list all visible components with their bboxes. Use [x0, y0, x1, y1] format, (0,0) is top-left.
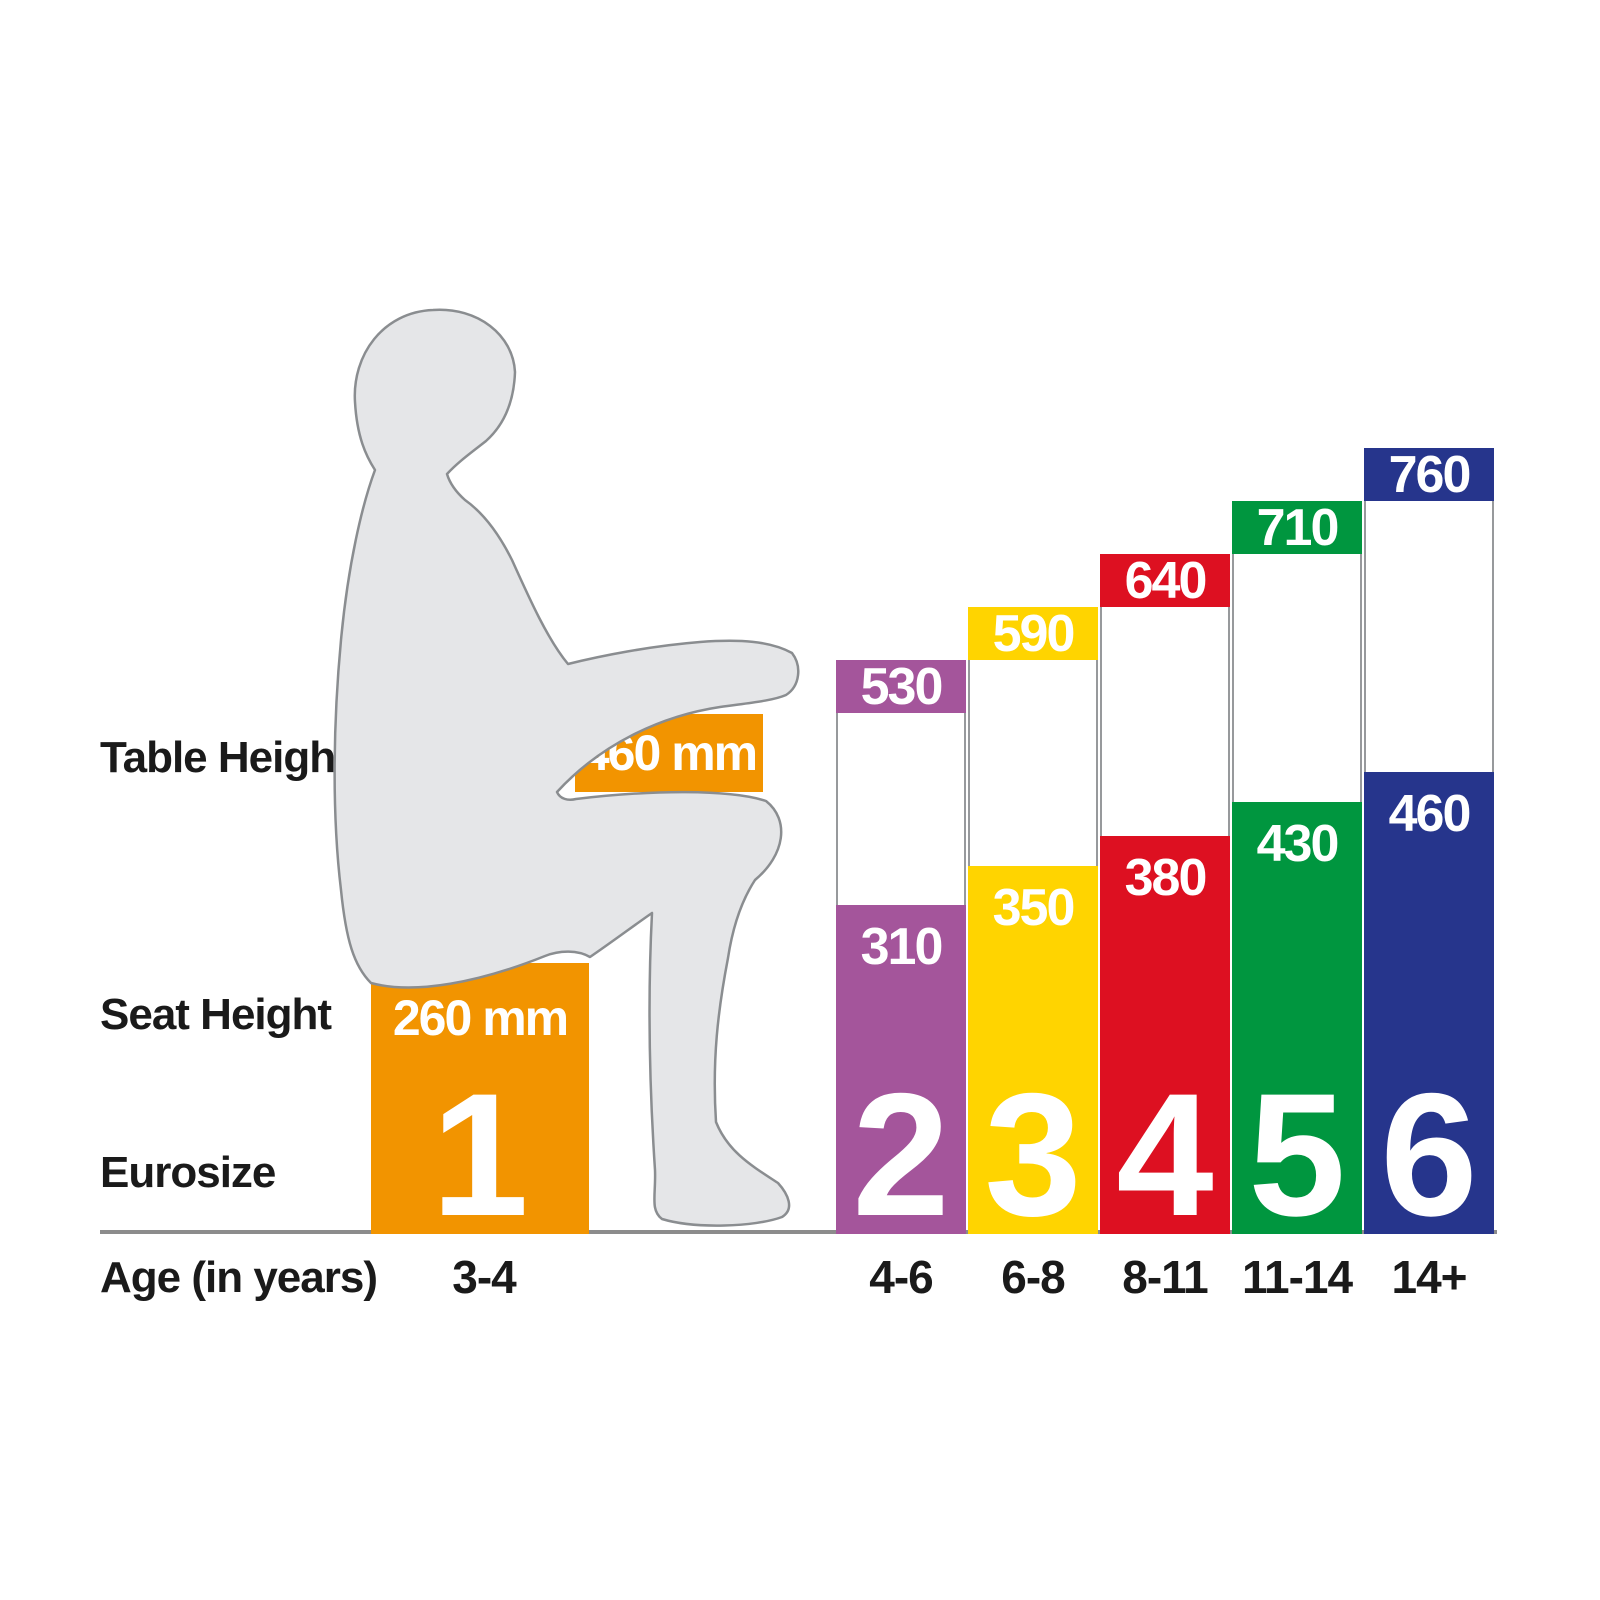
- table-height-band: 640: [1100, 552, 1230, 610]
- eurosize-number: 3: [984, 1057, 1082, 1253]
- seat-height-block: 460 6: [1364, 772, 1494, 1253]
- table-height-label: Table Height: [100, 733, 350, 782]
- seat-height-value: 310: [860, 918, 944, 976]
- age-value: 11-14: [1241, 1251, 1353, 1303]
- reference-table-height-value: 460 mm: [581, 725, 758, 781]
- floor-baseline: [100, 1230, 1497, 1234]
- bar-gap: [968, 660, 1098, 866]
- eurosize-bar-6: 760 460 6: [1364, 446, 1494, 1253]
- age-value: 6-8: [1001, 1251, 1065, 1303]
- reference-eurosize-number: 1: [431, 1057, 529, 1253]
- table-height-value: 760: [1388, 445, 1472, 504]
- table-height-band: 590: [968, 605, 1098, 663]
- seat-height-value: 350: [992, 879, 1076, 937]
- table-height-value: 530: [860, 657, 944, 716]
- seat-height-value: 460: [1388, 785, 1472, 843]
- bar-gap: [1232, 554, 1362, 802]
- reference-seat-block: 260 mm 1: [371, 963, 589, 1253]
- table-height-band: 530: [836, 658, 966, 716]
- eurosize-number: 5: [1248, 1057, 1346, 1253]
- eurosize-label: Eurosize: [100, 1148, 276, 1197]
- age-value: 14+: [1391, 1251, 1467, 1303]
- bar-gap: [1364, 501, 1494, 772]
- reference-seat-height-value: 260 mm: [392, 990, 569, 1046]
- eurosize-number: 4: [1116, 1057, 1214, 1253]
- table-height-value: 590: [992, 604, 1076, 663]
- eurosize-number: 2: [852, 1057, 950, 1253]
- age-value: 3-4: [452, 1251, 516, 1303]
- eurosize-number: 6: [1380, 1057, 1478, 1253]
- reference-table-height-box: 460 mm: [575, 714, 763, 792]
- eurosize-bar-3: 590 350 3: [968, 605, 1098, 1253]
- seat-height-label: Seat Height: [100, 990, 332, 1039]
- age-label: Age (in years): [100, 1253, 378, 1302]
- seat-height-block: 350 3: [968, 866, 1098, 1253]
- bar-gap: [1100, 607, 1230, 836]
- seat-height-value: 380: [1124, 849, 1208, 907]
- seat-height-block: 310 2: [836, 905, 966, 1253]
- bar-gap: [836, 713, 966, 905]
- eurosize-bar-2: 530 310 2: [836, 658, 966, 1253]
- eurosize-bar-4: 640 380 4: [1100, 552, 1230, 1253]
- seat-height-value: 430: [1256, 815, 1340, 873]
- age-value: 8-11: [1122, 1251, 1209, 1303]
- seat-height-block: 430 5: [1232, 802, 1362, 1253]
- table-height-band: 760: [1364, 446, 1494, 504]
- table-height-band: 710: [1232, 499, 1362, 557]
- table-height-value: 710: [1256, 498, 1340, 557]
- age-value: 4-6: [869, 1251, 933, 1303]
- eurosize-bar-5: 710 430 5: [1232, 499, 1362, 1253]
- seat-height-block: 380 4: [1100, 836, 1230, 1253]
- table-height-value: 640: [1124, 551, 1208, 610]
